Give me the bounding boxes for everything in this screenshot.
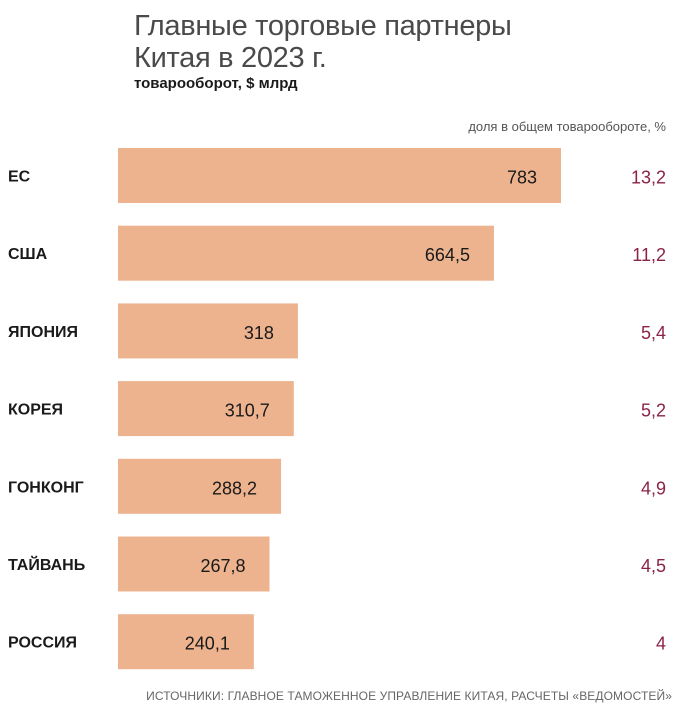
category-label: США bbox=[8, 246, 48, 263]
bar-4 bbox=[118, 458, 282, 514]
share-label: 5,2 bbox=[641, 401, 666, 421]
category-label: ЯПОНИЯ bbox=[8, 324, 78, 341]
value-label: 318 bbox=[244, 323, 274, 343]
category-label: РОССИЯ bbox=[8, 635, 77, 652]
share-label: 4,9 bbox=[641, 478, 666, 498]
source-note: ИСТОЧНИКИ: ГЛАВНОЕ ТАМОЖЕННОЕ УПРАВЛЕНИЕ… bbox=[146, 689, 672, 703]
value-label: 664,5 bbox=[425, 245, 470, 265]
share-label: 11,2 bbox=[632, 245, 666, 265]
bar-3 bbox=[118, 381, 294, 437]
value-label: 240,1 bbox=[185, 634, 230, 654]
bar-6 bbox=[118, 614, 254, 670]
share-label: 4 bbox=[656, 634, 666, 654]
value-label: 267,8 bbox=[200, 556, 245, 576]
share-label: 5,4 bbox=[641, 323, 666, 343]
category-label: ТАЙВАНЬ bbox=[8, 555, 85, 574]
bar-5 bbox=[118, 536, 270, 592]
value-label: 288,2 bbox=[212, 478, 257, 498]
value-label: 783 bbox=[507, 168, 537, 188]
bar-chart: ЕС 783 13,2 США 664,5 11,2 ЯПОНИЯ 318 5,4 КОРЕЯ 31… bbox=[8, 148, 666, 670]
chart-subtitle: товарооборот, $ млрд bbox=[134, 75, 298, 92]
value-label: 310,7 bbox=[225, 401, 270, 421]
share-label: 13,2 bbox=[631, 168, 666, 188]
category-label: ГОНКОНГ bbox=[8, 479, 84, 496]
chart-title-line-1: Главные торговые партнеры bbox=[134, 10, 512, 42]
bar-1 bbox=[118, 225, 494, 281]
share-label: 4,5 bbox=[641, 556, 666, 576]
category-label: ЕС bbox=[8, 169, 31, 186]
chart-title-line-2: Китая в 2023 г. bbox=[134, 42, 327, 74]
category-label: КОРЕЯ bbox=[8, 402, 63, 419]
bar-2 bbox=[118, 303, 298, 359]
share-column-header: доля в общем товарообороте, % bbox=[468, 119, 666, 134]
bar-0 bbox=[118, 148, 561, 203]
